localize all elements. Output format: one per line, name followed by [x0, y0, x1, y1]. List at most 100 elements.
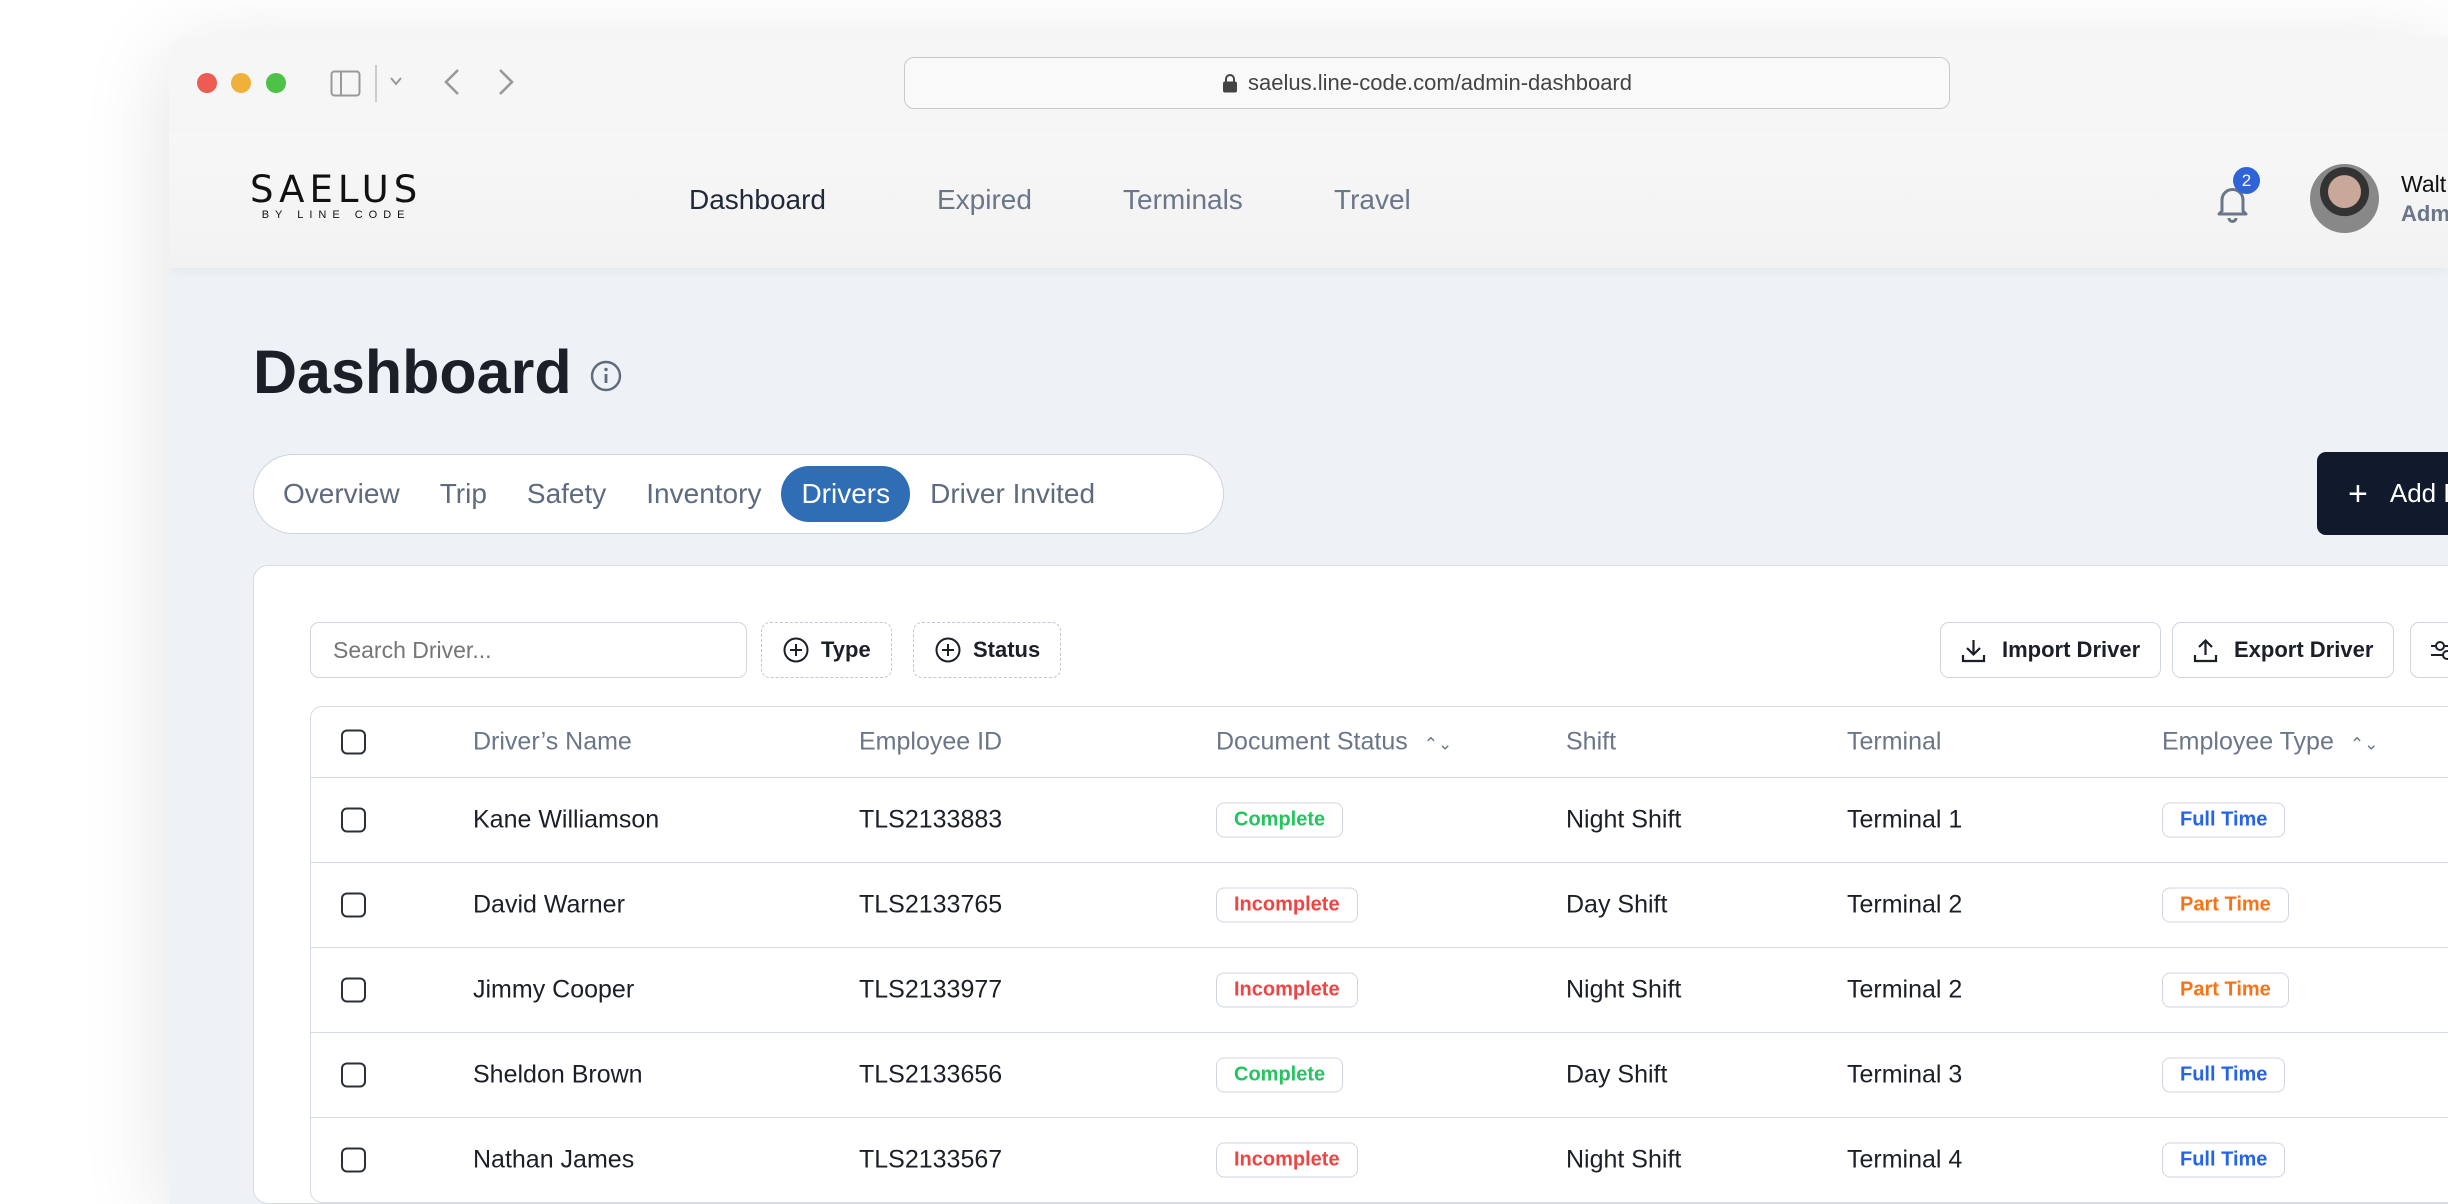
- nav-dashboard[interactable]: Dashboard: [689, 184, 826, 215]
- document-status-badge: Complete: [1216, 1057, 1344, 1093]
- header-terminal[interactable]: Terminal: [1847, 727, 1942, 756]
- employee-id: TLS2133883: [859, 805, 1003, 834]
- add-driver-button[interactable]: + Add D: [2317, 452, 2448, 535]
- driver-name[interactable]: Nathan James: [473, 1145, 635, 1174]
- nav-expired[interactable]: Expired: [937, 184, 1032, 215]
- import-driver-button[interactable]: Import Driver: [1940, 622, 2162, 678]
- table-row[interactable]: David Warner TLS2133765 Incomplete Day S…: [311, 862, 2448, 947]
- row-checkbox[interactable]: [341, 1062, 366, 1088]
- shift: Night Shift: [1566, 975, 1682, 1004]
- header-employee-id[interactable]: Employee ID: [859, 727, 1003, 756]
- export-driver-label: Export Driver: [2234, 637, 2374, 662]
- header-employee-type-label: Employee Type: [2162, 727, 2334, 756]
- employee-id: TLS2133977: [859, 975, 1003, 1004]
- driver-name[interactable]: Jimmy Cooper: [473, 975, 635, 1004]
- table-header: Driver’s Name Employee ID Document Statu…: [311, 707, 2448, 777]
- chevron-down-icon[interactable]: [389, 76, 403, 87]
- url-bar[interactable]: saelus.line-code.com/admin-dashboard: [904, 57, 1950, 109]
- browser-window: saelus.line-code.com/admin-dashboard SAE…: [169, 37, 2448, 1204]
- nav-travel[interactable]: Travel: [1334, 184, 1411, 215]
- sort-icon[interactable]: ⌃⌄: [1423, 734, 1453, 754]
- employee-type-badge: Full Time: [2162, 802, 2286, 838]
- row-checkbox[interactable]: [341, 807, 366, 833]
- driver-name[interactable]: Kane Williamson: [473, 805, 660, 834]
- export-driver-button[interactable]: Export Driver: [2172, 622, 2395, 678]
- info-icon[interactable]: [589, 359, 623, 393]
- row-checkbox[interactable]: [341, 977, 366, 1003]
- titlebar-divider: [375, 65, 377, 102]
- document-status-badge: Incomplete: [1216, 887, 1358, 923]
- columns-settings-button[interactable]: [2410, 622, 2448, 678]
- header-driver-name[interactable]: Driver’s Name: [473, 727, 632, 756]
- page-title: Dashboard: [253, 338, 572, 406]
- table-row[interactable]: Sheldon Brown TLS2133656 Complete Day Sh…: [311, 1032, 2448, 1117]
- table-row[interactable]: Kane Williamson TLS2133883 Complete Nigh…: [311, 777, 2448, 862]
- tab-safety[interactable]: Safety: [526, 478, 607, 509]
- driver-name[interactable]: Sheldon Brown: [473, 1060, 643, 1089]
- close-window-button[interactable]: [197, 73, 217, 93]
- driver-name[interactable]: David Warner: [473, 890, 625, 919]
- tab-overview[interactable]: Overview: [283, 478, 400, 509]
- import-driver-label: Import Driver: [2002, 637, 2141, 662]
- maximize-window-button[interactable]: [266, 73, 286, 93]
- tab-trip[interactable]: Trip: [439, 478, 487, 509]
- terminal: Terminal 3: [1847, 1060, 1963, 1089]
- plus-circle-icon: [783, 637, 809, 663]
- sidebar-toggle-icon[interactable]: [330, 70, 361, 97]
- employee-id: TLS2133765: [859, 890, 1003, 919]
- tab-drivers[interactable]: Drivers: [781, 466, 911, 522]
- document-status-badge: Complete: [1216, 802, 1344, 838]
- plus-circle-icon: [935, 637, 961, 663]
- nav-terminals[interactable]: Terminals: [1123, 184, 1243, 215]
- employee-id: TLS2133656: [859, 1060, 1003, 1089]
- employee-type-badge: Part Time: [2162, 972, 2289, 1008]
- url-text: saelus.line-code.com/admin-dashboard: [1248, 70, 1632, 95]
- document-status-badge: Incomplete: [1216, 972, 1358, 1008]
- header-employee-type[interactable]: Employee Type ⌃⌄: [2162, 728, 2378, 757]
- row-checkbox[interactable]: [341, 1147, 366, 1173]
- row-checkbox[interactable]: [341, 892, 366, 918]
- type-filter-button[interactable]: Type: [761, 622, 892, 678]
- employee-type-badge: Full Time: [2162, 1142, 2286, 1178]
- add-driver-label: Add D: [2389, 478, 2448, 508]
- shift: Day Shift: [1566, 890, 1668, 919]
- forward-icon[interactable]: [497, 68, 516, 96]
- select-all-checkbox[interactable]: [341, 729, 366, 755]
- header-document-status[interactable]: Document Status ⌃⌄: [1216, 728, 1452, 757]
- table-row[interactable]: Jimmy Cooper TLS2133977 Incomplete Night…: [311, 947, 2448, 1032]
- back-icon[interactable]: [442, 68, 461, 96]
- logo-subtext: BY LINE CODE: [261, 209, 411, 221]
- shift: Night Shift: [1566, 805, 1682, 834]
- minimize-window-button[interactable]: [231, 73, 251, 93]
- type-filter-label: Type: [821, 637, 871, 662]
- plus-icon: +: [2348, 474, 2368, 513]
- avatar[interactable]: [2310, 164, 2379, 233]
- terminal: Terminal 2: [1847, 975, 1963, 1004]
- user-role: Adm: [2401, 201, 2448, 226]
- search-input[interactable]: [310, 622, 747, 678]
- sort-icon[interactable]: ⌃⌄: [2349, 734, 2379, 754]
- tab-driver-invited[interactable]: Driver Invited: [930, 478, 1096, 509]
- status-filter-button[interactable]: Status: [913, 622, 1062, 678]
- tab-inventory[interactable]: Inventory: [646, 478, 762, 509]
- logo-text: SAELUS: [250, 168, 423, 211]
- employee-id: TLS2133567: [859, 1145, 1003, 1174]
- upload-icon: [2193, 638, 2218, 662]
- app-header: SAELUS BY LINE CODE Dashboard Expired Te…: [169, 131, 2448, 268]
- shift: Night Shift: [1566, 1145, 1682, 1174]
- drivers-table: Driver’s Name Employee ID Document Statu…: [310, 706, 2448, 1203]
- table-row[interactable]: Nathan James TLS2133567 Incomplete Night…: [311, 1117, 2448, 1202]
- notifications-button[interactable]: 2: [2214, 167, 2260, 224]
- table-body: Kane Williamson TLS2133883 Complete Nigh…: [311, 777, 2448, 1202]
- employee-type-badge: Full Time: [2162, 1057, 2286, 1093]
- document-status-badge: Incomplete: [1216, 1142, 1358, 1178]
- shift: Day Shift: [1566, 1060, 1668, 1089]
- header-shift[interactable]: Shift: [1566, 727, 1617, 756]
- user-name: Walt: [2401, 171, 2447, 197]
- lock-icon: [1223, 74, 1237, 93]
- download-icon: [1961, 639, 1986, 662]
- terminal: Terminal 1: [1847, 805, 1963, 834]
- header-document-status-label: Document Status: [1216, 727, 1408, 756]
- terminal: Terminal 2: [1847, 890, 1963, 919]
- logo[interactable]: SAELUS BY LINE CODE: [250, 168, 423, 221]
